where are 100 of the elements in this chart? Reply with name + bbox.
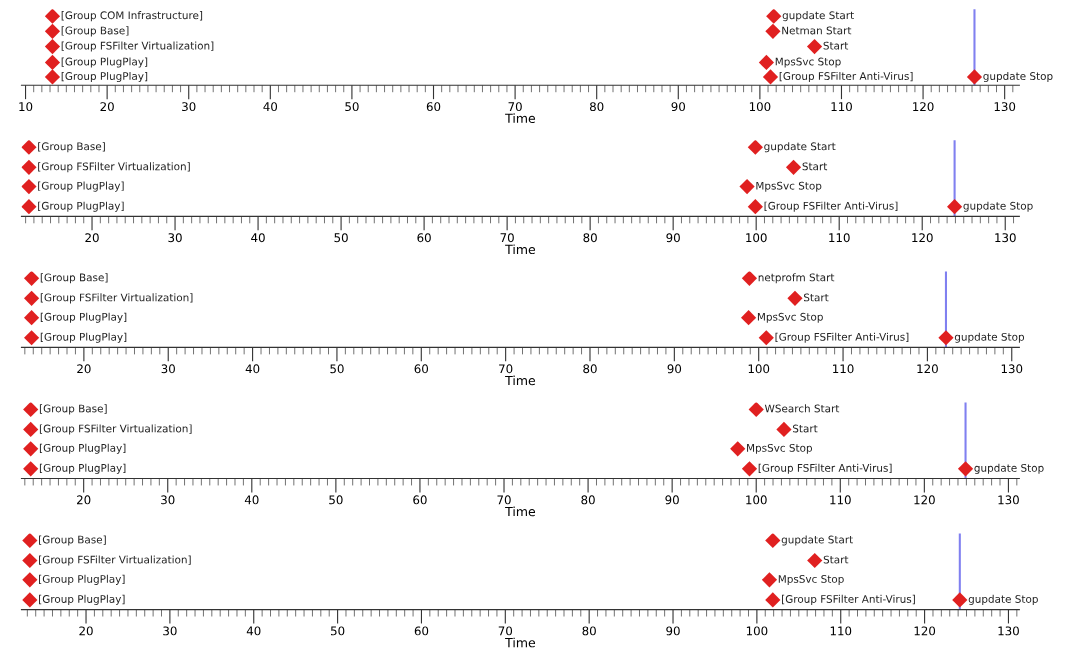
annotation: [Group FSFilter Virtualization] <box>40 293 193 304</box>
point <box>766 9 782 24</box>
x-tick-label: 70 <box>497 495 511 505</box>
x-tick-label: 80 <box>583 233 597 243</box>
point <box>806 38 823 55</box>
annotation: [Group PlugPlay] <box>39 594 125 605</box>
x-tick-label: 90 <box>667 364 682 374</box>
point <box>23 310 40 326</box>
point <box>23 461 39 477</box>
point <box>758 54 775 71</box>
x-tick-label: 50 <box>329 495 343 505</box>
x-tick-label: 130 <box>1001 364 1023 374</box>
x-tick-label: 130 <box>994 102 1016 112</box>
point <box>952 592 968 608</box>
x-tick-label: 20 <box>100 102 114 112</box>
point <box>765 533 781 549</box>
annotation: Start <box>823 41 849 50</box>
point <box>938 330 954 346</box>
x-tick-label: 100 <box>746 626 768 636</box>
x-tick-label: 20 <box>77 495 91 505</box>
point <box>21 199 37 215</box>
annotation: [Group PlugPlay] <box>39 443 126 454</box>
x-tick-label: 120 <box>914 626 936 636</box>
annotation: gupdate Start <box>781 535 853 546</box>
x-tick-label: 20 <box>79 626 93 636</box>
point <box>739 179 755 195</box>
x-tick-label: 30 <box>168 233 182 243</box>
annotation: [Group FSFilter Virtualization] <box>39 424 192 435</box>
x-tick-label: 80 <box>582 626 596 636</box>
x-tick-label: 60 <box>426 102 441 112</box>
x-axis-title: Time <box>505 506 536 517</box>
annotation: [Group PlugPlay] <box>61 57 148 68</box>
x-tick-label: 80 <box>581 495 595 505</box>
annotation: [Group PlugPlay] <box>39 463 126 474</box>
point <box>966 69 983 85</box>
point <box>946 199 963 215</box>
x-tick-label: 90 <box>666 626 680 636</box>
annotation: gupdate Stop <box>954 332 1025 343</box>
x-tick-label: 10 <box>19 102 33 112</box>
point <box>23 402 39 417</box>
x-tick-label: 30 <box>182 102 196 112</box>
annotation: gupdate Stop <box>963 201 1033 212</box>
x-tick-label: 40 <box>246 626 261 636</box>
x-axis-title: Time <box>505 637 536 648</box>
x-tick-label: 120 <box>912 233 933 243</box>
x-tick-label: 130 <box>995 233 1016 243</box>
point <box>765 592 781 608</box>
x-tick-label: 110 <box>833 364 854 374</box>
x-tick-label: 30 <box>161 495 175 505</box>
annotation: [Group COM Infrastructure] <box>61 11 203 22</box>
point <box>740 310 757 326</box>
annotation: gupdate Start <box>782 11 854 22</box>
annotation: [Group FSFilter Anti-Virus] <box>775 332 909 343</box>
annotation: gupdate Stop <box>974 463 1044 474</box>
x-tick-label: 110 <box>830 495 851 505</box>
x-tick-label: 110 <box>831 102 852 112</box>
point <box>957 461 974 477</box>
annotation: [Group FSFilter Anti-Virus] <box>782 594 915 605</box>
annotation: MpsSvc Stop <box>778 574 844 585</box>
x-tick-label: 70 <box>508 102 522 112</box>
x-tick-label: 60 <box>413 495 427 505</box>
x-tick-label: 50 <box>331 626 345 636</box>
point <box>747 199 763 215</box>
annotation: Start <box>823 555 849 564</box>
annotation: [Group FSFilter Anti-Virus] <box>764 201 898 212</box>
point <box>761 572 778 588</box>
x-tick-label: 70 <box>498 626 513 636</box>
annotation: [Group PlugPlay] <box>38 181 124 192</box>
point <box>23 441 39 457</box>
annotation: MpsSvc Stop <box>756 181 822 192</box>
x-tick-label: 60 <box>414 364 429 374</box>
x-tick-label: 90 <box>671 102 686 112</box>
point <box>21 179 37 195</box>
x-tick-label: 100 <box>746 233 767 243</box>
annotation: [Group FSFilter Virtualization] <box>61 41 214 52</box>
x-tick-label: 40 <box>263 102 278 112</box>
point <box>44 54 61 71</box>
annotation: [Group Base] <box>39 404 107 415</box>
annotation: [Group PlugPlay] <box>38 201 124 212</box>
x-tick-label: 60 <box>414 626 429 636</box>
x-tick-label: 100 <box>746 495 767 505</box>
x-tick-label: 40 <box>245 364 260 374</box>
point <box>747 140 763 155</box>
x-tick-label: 50 <box>330 364 344 374</box>
annotation: WSearch Start <box>764 404 840 413</box>
x-tick-label: 70 <box>500 233 514 243</box>
point <box>785 159 802 175</box>
x-tick-label: 20 <box>85 233 99 243</box>
x-tick-label: 130 <box>998 626 1019 636</box>
annotation: netprofm Start <box>758 273 835 284</box>
point <box>765 23 781 39</box>
annotation: [Group FSFilter Virtualization] <box>38 162 190 173</box>
x-tick-label: 120 <box>913 102 934 112</box>
annotation: [Group FSFilter Virtualization] <box>39 555 191 566</box>
annotation: [Group Base] <box>40 273 108 284</box>
annotation: gupdate Stop <box>983 71 1053 83</box>
point <box>23 330 40 346</box>
point <box>44 69 61 85</box>
annotation: MpsSvc Stop <box>747 443 813 454</box>
point <box>741 461 758 477</box>
